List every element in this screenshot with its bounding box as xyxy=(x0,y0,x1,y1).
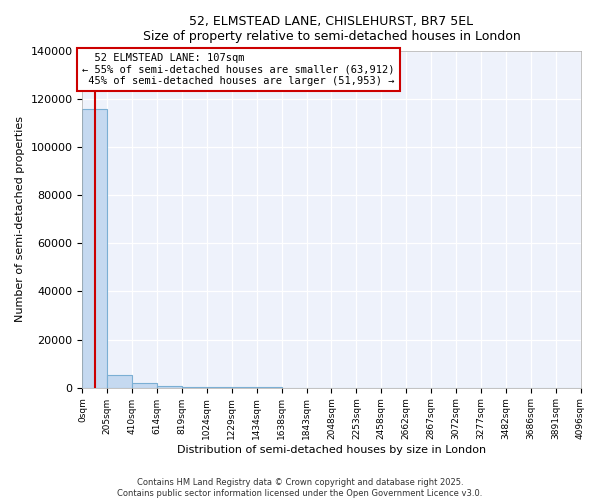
Bar xyxy=(107,375,132,388)
Y-axis label: Number of semi-detached properties: Number of semi-detached properties xyxy=(15,116,25,322)
Text: Contains HM Land Registry data © Crown copyright and database right 2025.
Contai: Contains HM Land Registry data © Crown c… xyxy=(118,478,482,498)
X-axis label: Distribution of semi-detached houses by size in London: Distribution of semi-detached houses by … xyxy=(177,445,486,455)
Text: 52 ELMSTEAD LANE: 107sqm
← 55% of semi-detached houses are smaller (63,912)
 45%: 52 ELMSTEAD LANE: 107sqm ← 55% of semi-d… xyxy=(82,53,395,86)
Bar xyxy=(157,386,182,388)
Bar xyxy=(132,384,157,388)
Bar xyxy=(182,387,207,388)
Bar xyxy=(82,109,107,388)
Title: 52, ELMSTEAD LANE, CHISLEHURST, BR7 5EL
Size of property relative to semi-detach: 52, ELMSTEAD LANE, CHISLEHURST, BR7 5EL … xyxy=(143,15,520,43)
